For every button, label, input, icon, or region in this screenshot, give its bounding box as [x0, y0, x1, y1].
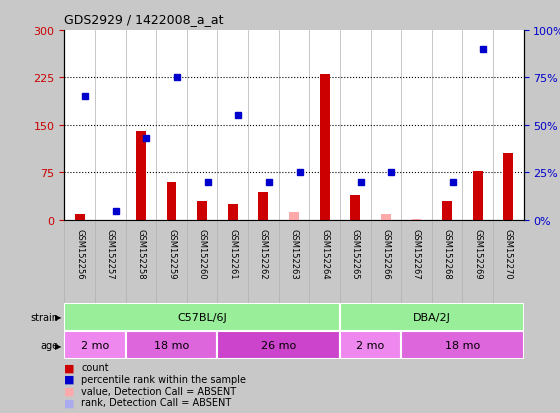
Text: GSM152261: GSM152261	[228, 229, 237, 279]
Text: GSM152262: GSM152262	[259, 229, 268, 279]
Bar	[136, 132, 146, 221]
Bar	[442, 202, 452, 221]
Bar	[197, 202, 207, 221]
Bar	[473, 171, 483, 221]
Text: GSM152264: GSM152264	[320, 229, 329, 279]
Text: 2 mo: 2 mo	[81, 340, 109, 350]
Text: GSM152270: GSM152270	[504, 229, 513, 279]
Bar	[64, 303, 340, 331]
Text: GSM152263: GSM152263	[290, 229, 298, 280]
Bar	[412, 219, 421, 221]
Text: GSM152260: GSM152260	[198, 229, 207, 279]
Bar	[320, 75, 329, 221]
Bar	[381, 215, 391, 221]
Text: ▶: ▶	[55, 313, 62, 322]
Text: GSM152258: GSM152258	[137, 229, 146, 279]
Text: ▶: ▶	[55, 341, 62, 350]
Text: ■: ■	[64, 386, 75, 396]
Text: percentile rank within the sample: percentile rank within the sample	[81, 374, 246, 384]
Text: ■: ■	[64, 363, 75, 373]
Text: ■: ■	[64, 397, 75, 407]
Text: GSM152268: GSM152268	[442, 229, 451, 280]
Bar	[64, 331, 125, 359]
Text: 2 mo: 2 mo	[356, 340, 385, 350]
Text: strain: strain	[31, 312, 59, 322]
Text: GSM152267: GSM152267	[412, 229, 421, 280]
Bar	[340, 303, 524, 331]
Text: count: count	[81, 363, 109, 373]
Bar	[228, 205, 237, 221]
Text: C57BL/6J: C57BL/6J	[178, 312, 227, 322]
Text: ■: ■	[64, 374, 75, 384]
Text: GSM152265: GSM152265	[351, 229, 360, 279]
Text: GSM152256: GSM152256	[75, 229, 84, 279]
Bar	[259, 192, 268, 221]
Bar	[289, 213, 299, 221]
Text: age: age	[41, 340, 59, 350]
Text: value, Detection Call = ABSENT: value, Detection Call = ABSENT	[81, 386, 236, 396]
Text: GSM152257: GSM152257	[106, 229, 115, 279]
Bar	[401, 331, 524, 359]
Text: GSM152269: GSM152269	[473, 229, 482, 279]
Bar	[125, 331, 217, 359]
Text: GSM152259: GSM152259	[167, 229, 176, 279]
Bar	[503, 154, 513, 221]
Bar	[340, 331, 401, 359]
Bar	[217, 331, 340, 359]
Text: 26 mo: 26 mo	[261, 340, 296, 350]
Text: 18 mo: 18 mo	[154, 340, 189, 350]
Bar	[75, 214, 85, 221]
Bar	[351, 195, 360, 221]
Text: GDS2929 / 1422008_a_at: GDS2929 / 1422008_a_at	[64, 14, 224, 26]
Text: DBA/2J: DBA/2J	[413, 312, 451, 322]
Text: 18 mo: 18 mo	[445, 340, 480, 350]
Text: GSM152266: GSM152266	[381, 229, 390, 280]
Text: rank, Detection Call = ABSENT: rank, Detection Call = ABSENT	[81, 397, 231, 407]
Bar	[167, 183, 176, 221]
